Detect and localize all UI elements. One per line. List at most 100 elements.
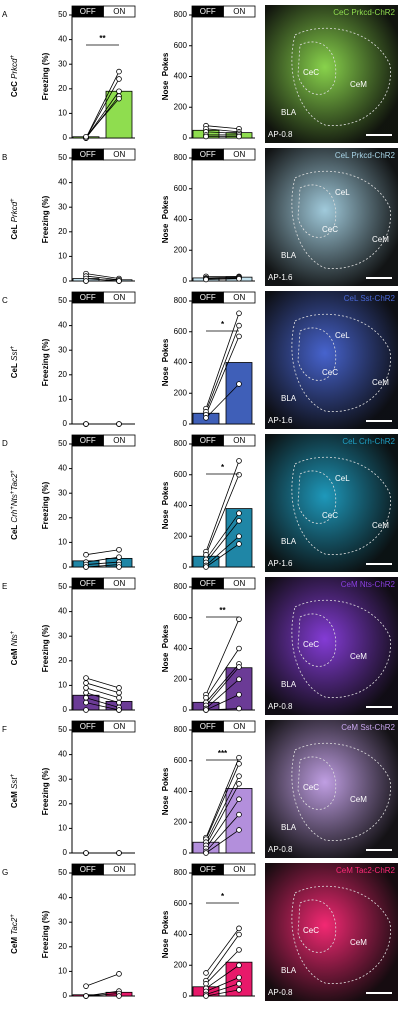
image-title: CeL Crh-ChR2 (342, 437, 395, 446)
subject-point (83, 685, 89, 691)
y-tick-label: 0 (63, 705, 68, 714)
ap-label: AP-1.6 (268, 416, 293, 425)
region-label: BLA (281, 394, 297, 403)
y-tick-label: 50 (58, 10, 67, 19)
subject-point (83, 694, 89, 701)
subject-line (85, 561, 120, 565)
subject-point (236, 947, 242, 953)
region-label: CeM (372, 378, 389, 387)
y-tick-label: 200 (174, 960, 188, 969)
subject-point (83, 983, 89, 989)
subject-line (85, 549, 120, 556)
y-tick-label: 30 (58, 917, 67, 926)
row-label: CeM Tac2+ (10, 914, 20, 954)
subject-point (236, 510, 242, 516)
region-label: CeC (303, 68, 319, 77)
row-gene-sup: + (10, 630, 16, 634)
subject-line (205, 678, 240, 709)
header-on (103, 291, 136, 304)
subject-point (236, 676, 242, 683)
subject-line (205, 648, 240, 698)
y-axis-label: Nose Pokes (161, 624, 170, 672)
y-tick-label: 10 (58, 824, 67, 833)
y-tick-label: 200 (174, 817, 188, 826)
subject-point (83, 993, 89, 999)
subject-point (203, 551, 209, 558)
image-glow (265, 434, 398, 572)
row-gene-sup: + (10, 470, 16, 474)
region-label: CeL (335, 188, 350, 197)
y-tick-label: 0 (183, 133, 188, 142)
y-tick-label: 10 (58, 681, 67, 690)
category-label: ON (113, 293, 125, 302)
category-label: ON (233, 150, 245, 159)
subject-line (85, 95, 120, 139)
y-axis-label: Nose Pokes (161, 910, 170, 958)
subject-point (203, 993, 209, 999)
header-on (223, 720, 256, 733)
y-tick-label: 20 (58, 513, 67, 522)
subject-line (85, 275, 120, 281)
subject-point (116, 699, 122, 706)
subject-line (205, 313, 240, 409)
y-tick-label: 50 (58, 439, 67, 448)
subject-line (205, 829, 240, 854)
header-on (103, 863, 136, 876)
subject-line (205, 977, 240, 992)
y-tick-label: 200 (174, 388, 188, 397)
y-tick-label: 30 (58, 774, 67, 783)
row-gene-sup: + (10, 345, 16, 349)
row-region: CeL (10, 224, 19, 239)
subject-point (83, 707, 89, 713)
subject-point (83, 564, 89, 570)
category-label: ON (233, 579, 245, 588)
significance-label: ** (219, 606, 226, 615)
subject-line (85, 702, 120, 711)
subject-point (83, 133, 89, 140)
subject-point (116, 68, 122, 75)
row-region: CeM (10, 791, 19, 808)
subject-point (203, 970, 209, 976)
row-gene-sup: + (10, 773, 16, 777)
y-tick-label: 0 (63, 562, 68, 571)
image-title: CeC Prkcd-ChR2 (333, 8, 395, 17)
category-label: OFF (200, 865, 216, 874)
y-axis-label: Freezing (%) (41, 52, 50, 100)
y-tick-label: 800 (174, 725, 188, 734)
y-tick-label: 800 (174, 868, 188, 877)
y-tick-label: 200 (174, 102, 188, 111)
y-axis-label: Freezing (%) (41, 195, 50, 243)
y-tick-label: 30 (58, 202, 67, 211)
row-gene: Crh (10, 509, 19, 522)
subject-point (83, 278, 89, 284)
subject-line (85, 556, 120, 563)
header-on (223, 148, 256, 161)
image-title: CeM Tac2-ChR2 (336, 866, 396, 875)
subject-point (83, 421, 89, 427)
region-label: BLA (281, 823, 297, 832)
category-label: OFF (200, 293, 216, 302)
row-gene-sup: + (10, 198, 16, 202)
category-label: ON (233, 436, 245, 445)
subject-line (205, 666, 240, 706)
subject-point (236, 962, 242, 969)
subject-line (85, 697, 120, 708)
y-tick-label: 200 (174, 245, 188, 254)
ap-label: AP-1.6 (268, 559, 293, 568)
region-label: CeM (350, 80, 367, 89)
y-tick-label: 800 (174, 296, 188, 305)
subject-point (236, 705, 242, 712)
image-title: CeM Sst-ChR2 (341, 723, 395, 732)
subject-line (205, 520, 240, 563)
subject-line (85, 677, 120, 689)
panel-letter: E (2, 582, 7, 591)
subject-line (85, 71, 120, 139)
region-outline (291, 27, 391, 126)
y-tick-label: 400 (174, 930, 188, 939)
significance-label: * (221, 320, 225, 329)
category-label: ON (233, 865, 245, 874)
subject-line (205, 757, 240, 838)
panel-letter: F (2, 725, 7, 734)
header-on (223, 291, 256, 304)
y-axis-label: Nose Pokes (161, 481, 170, 529)
